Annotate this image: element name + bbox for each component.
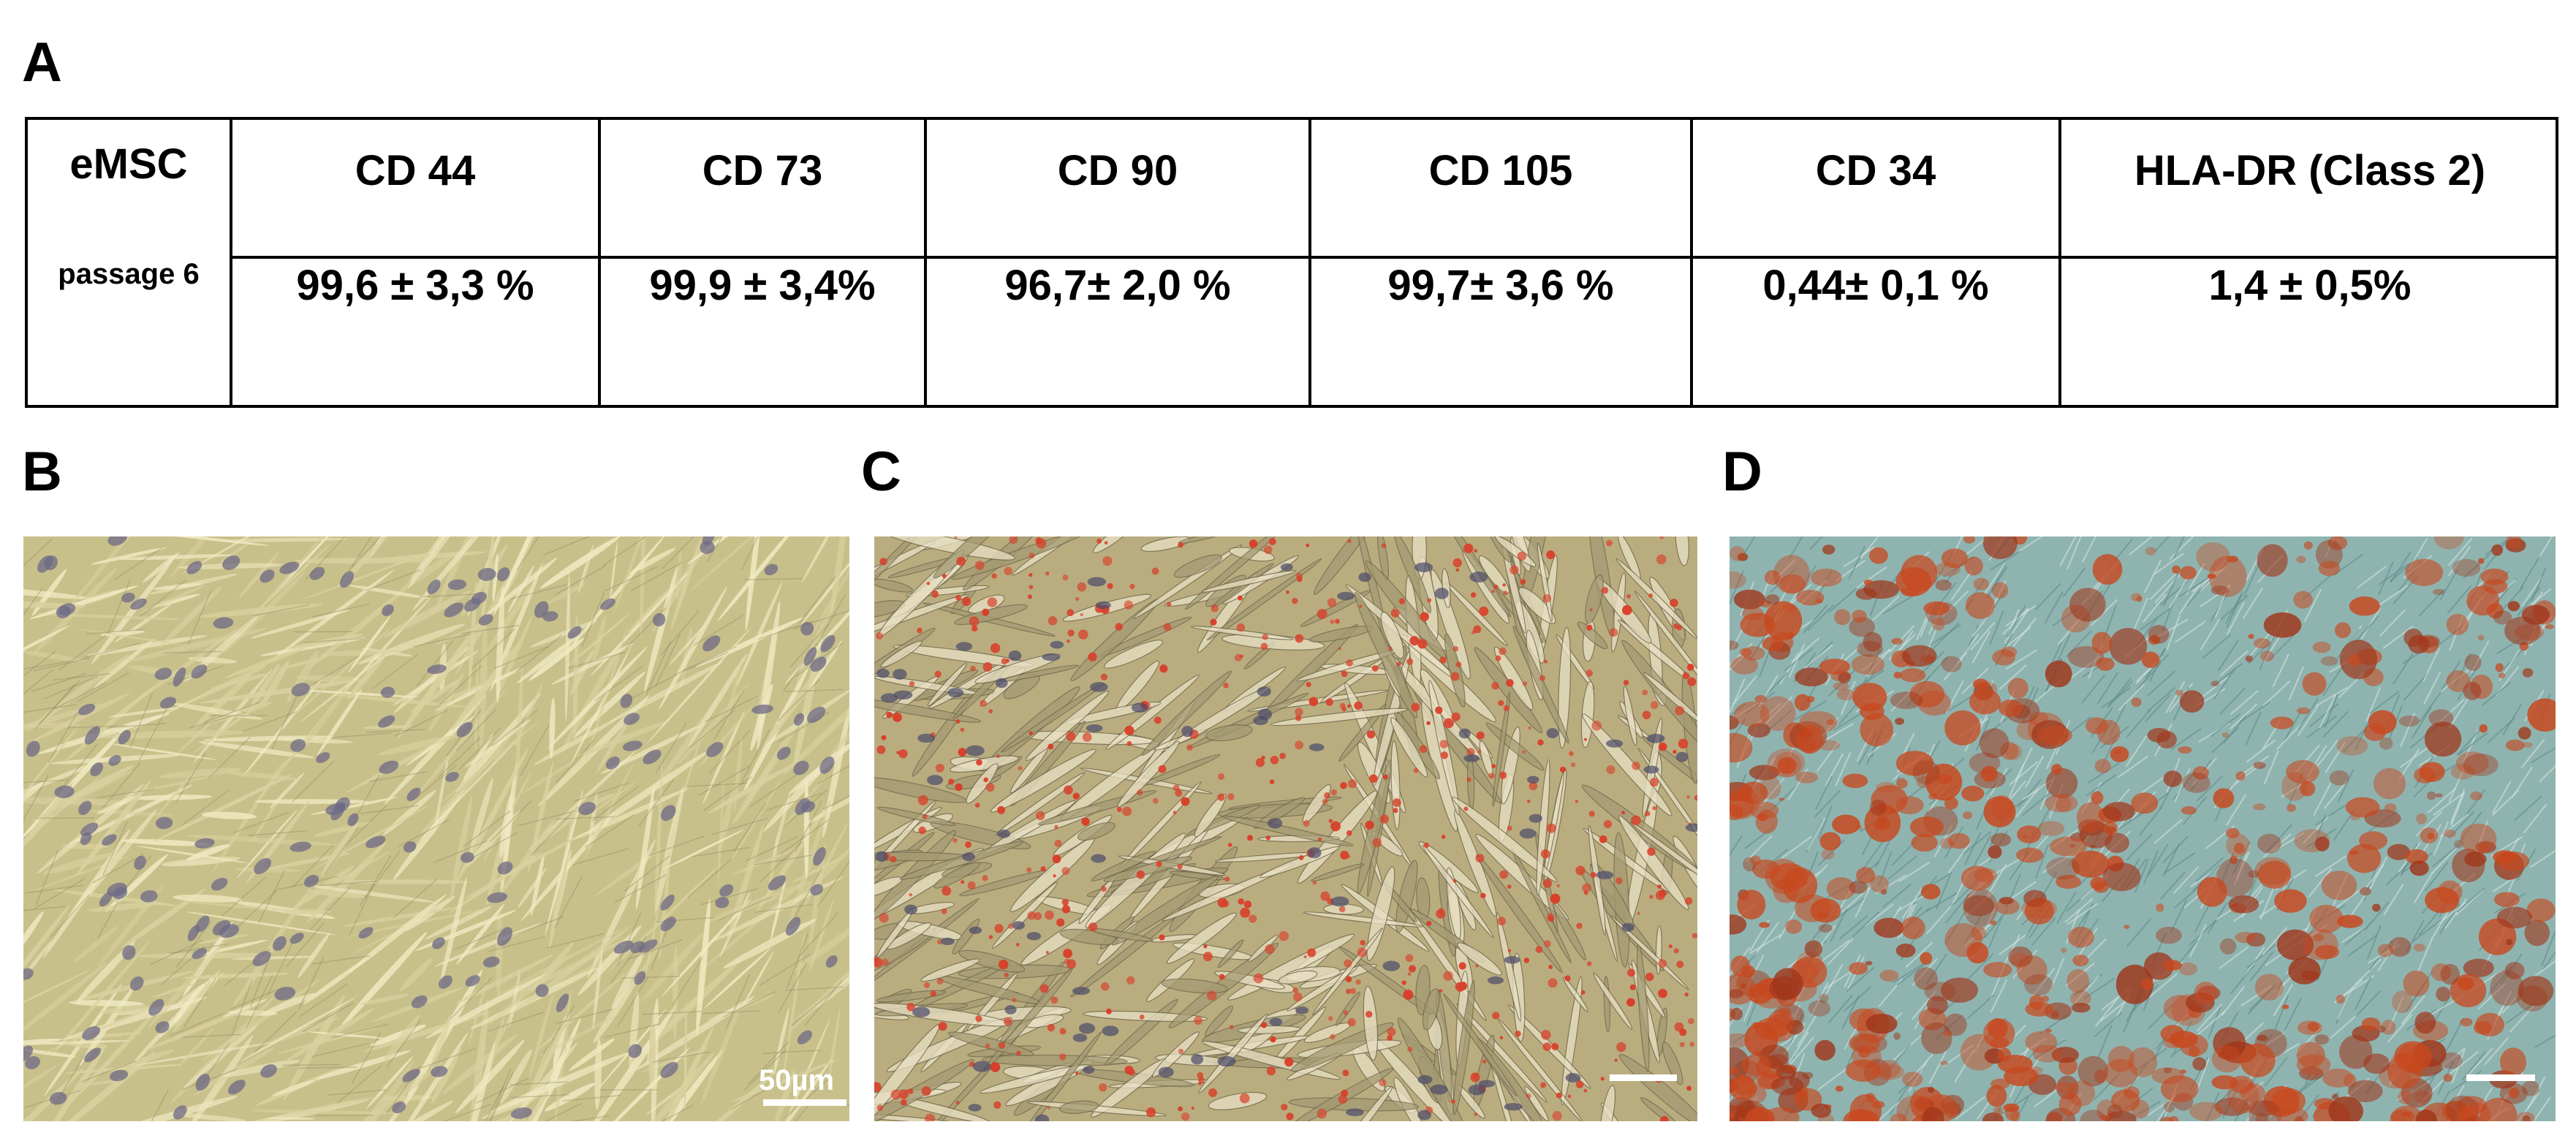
micrograph-d-osteogenic-stain xyxy=(1730,536,2556,1121)
table-divider xyxy=(1690,120,1693,405)
scale-bar-label: 50µm xyxy=(759,1064,835,1096)
panel-label-d: D xyxy=(1722,441,1762,503)
scale-bar xyxy=(763,1099,846,1106)
column-header-cd34: CD 34 xyxy=(1815,147,1936,194)
panel-label-b: B xyxy=(22,441,62,503)
table-divider xyxy=(2058,120,2061,405)
micrograph-d-image xyxy=(1730,536,2556,1121)
row-label-passage: passage 6 xyxy=(58,257,200,290)
micrograph-b-image xyxy=(23,536,849,1121)
panel-label-a: A xyxy=(22,31,62,94)
value-cd90: 96,7± 2,0 % xyxy=(1004,261,1231,309)
value-cd73: 99,9 ± 3,4% xyxy=(649,261,876,309)
micrograph-b-undifferentiated-cells: 50µm xyxy=(23,536,849,1121)
scale-bar xyxy=(2466,1074,2535,1081)
row-header-emsc: eMSC xyxy=(69,140,188,188)
micrograph-c-image xyxy=(874,536,1697,1121)
table-divider xyxy=(924,120,927,405)
table-row-divider xyxy=(230,256,2556,259)
scale-bar xyxy=(1610,1074,1677,1081)
column-header-cd73: CD 73 xyxy=(702,147,823,194)
value-cd44: 99,6 ± 3,3 % xyxy=(296,261,534,309)
table-divider xyxy=(230,120,232,405)
column-header-cd44: CD 44 xyxy=(355,147,476,194)
column-header-cd90: CD 90 xyxy=(1057,147,1178,194)
column-header-hla-dr: HLA-DR (Class 2) xyxy=(2134,147,2486,194)
value-hla-dr: 1,4 ± 0,5% xyxy=(2208,261,2412,309)
table-divider xyxy=(1308,120,1311,405)
surface-marker-table: eMSC passage 6 CD 44 CD 73 CD 90 CD 105 … xyxy=(25,117,2558,408)
micrograph-c-adipogenic-stain xyxy=(874,536,1697,1121)
value-cd34: 0,44± 0,1 % xyxy=(1762,261,1989,309)
table-divider xyxy=(598,120,601,405)
value-cd105: 99,7± 3,6 % xyxy=(1387,261,1614,309)
column-header-cd105: CD 105 xyxy=(1428,147,1573,194)
panel-label-c: C xyxy=(861,441,901,503)
